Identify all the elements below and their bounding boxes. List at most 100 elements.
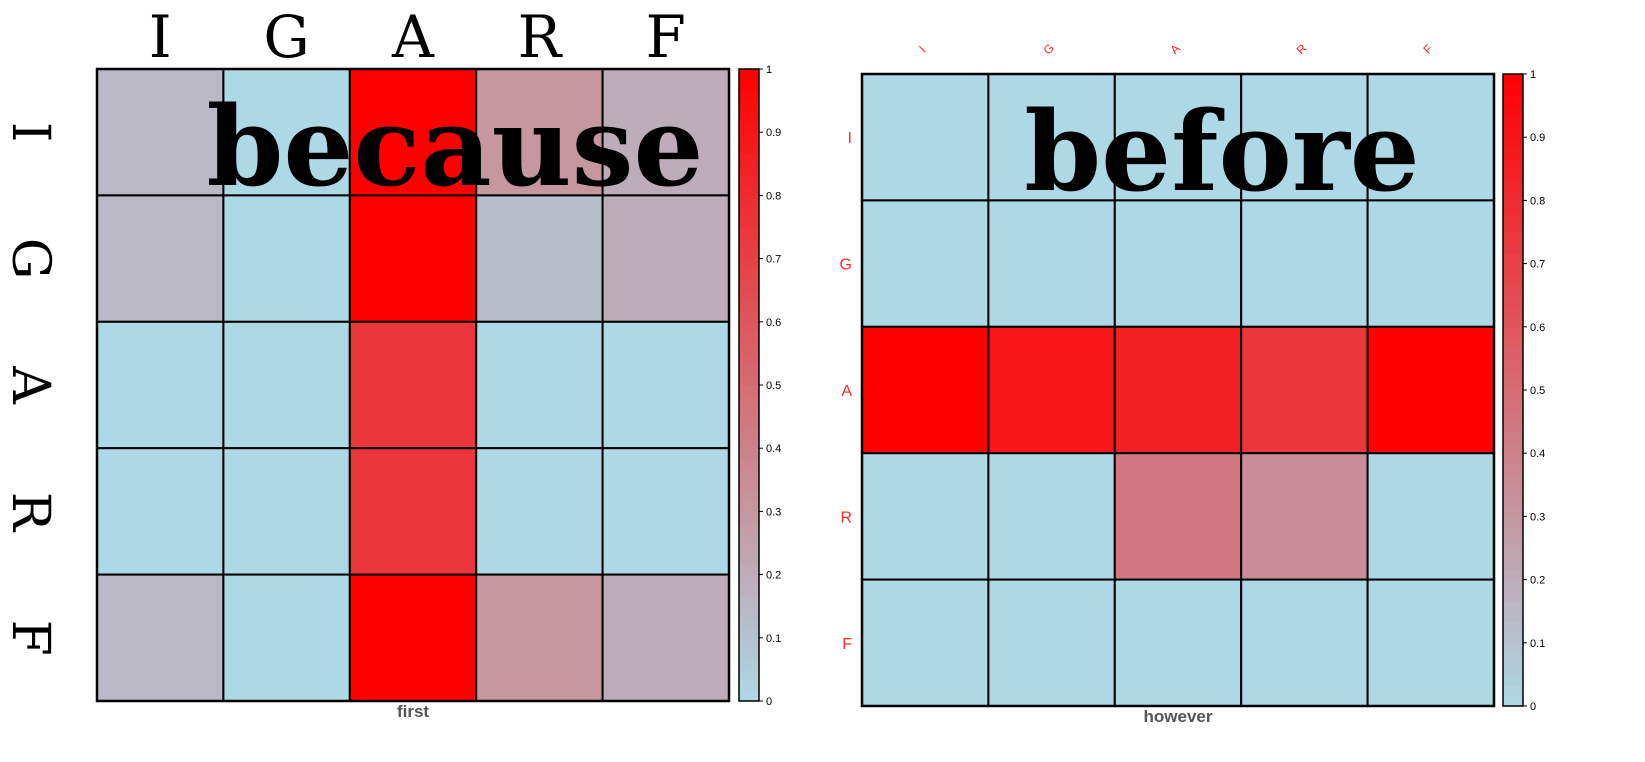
heatmap-cell bbox=[987, 199, 1116, 328]
colorbar-gradient-band bbox=[1503, 305, 1523, 317]
heatmap-cell bbox=[601, 320, 730, 450]
colorbar-tick-label: 0.6 bbox=[1530, 322, 1545, 334]
heatmap-cell bbox=[222, 68, 351, 197]
colorbar-gradient-band bbox=[739, 363, 759, 376]
heatmap-cell bbox=[348, 320, 478, 450]
heatmap-cell bbox=[96, 194, 225, 323]
colorbar-gradient-band bbox=[739, 353, 759, 365]
colorbar-tick-label: 0 bbox=[766, 696, 772, 708]
column-label: A bbox=[391, 3, 435, 71]
heatmap-cell bbox=[861, 73, 990, 202]
heatmap-cell bbox=[861, 452, 990, 581]
heatmap-cell bbox=[96, 68, 225, 197]
colorbar-gradient-band bbox=[739, 500, 759, 512]
colorbar-gradient-band bbox=[739, 121, 759, 133]
colorbar-tick-label: 0.8 bbox=[1530, 195, 1545, 207]
colorbar-gradient-band bbox=[1503, 695, 1523, 707]
colorbar-gradient-band bbox=[739, 100, 759, 112]
colorbar-gradient-band bbox=[739, 184, 759, 196]
column-label: F bbox=[646, 3, 686, 71]
heatmap-border bbox=[95, 67, 731, 703]
colorbar-gradient-band bbox=[1503, 358, 1523, 370]
colorbar-gradient-band bbox=[1503, 84, 1523, 96]
row-label: R bbox=[840, 509, 852, 526]
colorbar-gradient-band bbox=[1503, 548, 1523, 560]
colorbar-gradient-band bbox=[739, 248, 759, 260]
colorbar-gradient-band bbox=[1503, 274, 1523, 286]
colorbar-gradient-band bbox=[1503, 105, 1523, 117]
heatmap-cell bbox=[1113, 199, 1243, 328]
colorbar-tick-label: 0 bbox=[1530, 701, 1536, 713]
colorbar-gradient-band bbox=[1503, 558, 1523, 570]
colorbar-gradient-band bbox=[739, 216, 759, 228]
colorbar-gradient-band bbox=[1503, 147, 1523, 159]
colorbar-gradient-band bbox=[739, 342, 759, 354]
colorbar-gradient-band bbox=[739, 469, 759, 481]
heatmap-cell bbox=[222, 573, 351, 702]
colorbar-gradient-band bbox=[739, 237, 759, 249]
heatmap-cell bbox=[1240, 325, 1369, 455]
colorbar-gradient-band bbox=[739, 448, 759, 460]
colorbar-gradient-band bbox=[1503, 347, 1523, 359]
colorbar-gradient-band bbox=[1503, 642, 1523, 654]
colorbar-gradient-band bbox=[739, 679, 759, 692]
colorbar-gradient-band bbox=[1503, 189, 1523, 201]
colorbar-tick-label: 0.3 bbox=[766, 506, 781, 518]
colorbar-gradient-band bbox=[1503, 590, 1523, 602]
heatmap-cell bbox=[601, 447, 730, 576]
colorbar-gradient-band bbox=[1503, 221, 1523, 233]
colorbar-gradient-band bbox=[739, 574, 759, 586]
colorbar-gradient-band bbox=[1503, 411, 1523, 423]
colorbar-tick-label: 0.4 bbox=[766, 443, 781, 455]
heatmap-cell bbox=[861, 578, 990, 707]
colorbar-gradient-band bbox=[1503, 684, 1523, 697]
heatmap-cell bbox=[1113, 578, 1243, 707]
colorbar-gradient-band bbox=[1503, 663, 1523, 675]
heatmap-cell bbox=[1240, 452, 1369, 581]
colorbar-gradient-band bbox=[739, 279, 759, 291]
colorbar-gradient-band bbox=[739, 606, 759, 618]
column-label: A bbox=[1167, 41, 1183, 57]
colorbar-tick-label: 0.5 bbox=[766, 380, 781, 392]
colorbar-gradient-band bbox=[1503, 368, 1523, 381]
colorbar-gradient-band bbox=[1503, 632, 1523, 644]
colorbar-gradient-band bbox=[739, 458, 759, 470]
heatmap-cell bbox=[475, 447, 604, 576]
colorbar-gradient-band bbox=[1503, 442, 1523, 454]
colorbar-tick-label: 1 bbox=[766, 64, 772, 76]
heatmap-cell bbox=[1113, 325, 1243, 455]
heatmap-cell bbox=[475, 573, 604, 702]
colorbar-gradient-band bbox=[1503, 621, 1523, 633]
colorbar-gradient-band bbox=[1503, 674, 1523, 686]
heatmap-cell bbox=[861, 325, 990, 455]
colorbar-gradient-band bbox=[739, 416, 759, 428]
heatmap-cell bbox=[348, 68, 478, 197]
column-label: G bbox=[263, 3, 309, 71]
column-label: G bbox=[1041, 41, 1058, 58]
colorbar-gradient-band bbox=[1503, 253, 1523, 265]
heatmap-cell bbox=[601, 194, 730, 323]
colorbar-gradient-band bbox=[1503, 600, 1523, 612]
colorbar-gradient-band bbox=[739, 311, 759, 323]
colorbar-gradient-band bbox=[739, 258, 759, 270]
colorbar-gradient-band bbox=[739, 595, 759, 607]
colorbar-gradient-band bbox=[1503, 326, 1523, 338]
heatmap-cell bbox=[96, 447, 225, 576]
overlay-title: because bbox=[206, 82, 703, 211]
colorbar-gradient-band bbox=[739, 521, 759, 534]
colorbar-gradient-band bbox=[1503, 463, 1523, 475]
heatmap-cell bbox=[96, 320, 225, 450]
heatmap-cell bbox=[348, 447, 478, 576]
colorbar-gradient-band bbox=[739, 627, 759, 639]
colorbar-gradient-band bbox=[1503, 579, 1523, 591]
overlay-title: before bbox=[1024, 87, 1420, 216]
colorbar-gradient-band bbox=[739, 385, 759, 397]
colorbar-gradient-band bbox=[1503, 158, 1523, 170]
column-label: R bbox=[1294, 41, 1310, 57]
colorbar-gradient-band bbox=[739, 437, 759, 449]
heatmap-cell bbox=[601, 573, 730, 702]
heatmap-cell bbox=[1113, 452, 1243, 581]
colorbar-gradient-band bbox=[1503, 453, 1523, 465]
